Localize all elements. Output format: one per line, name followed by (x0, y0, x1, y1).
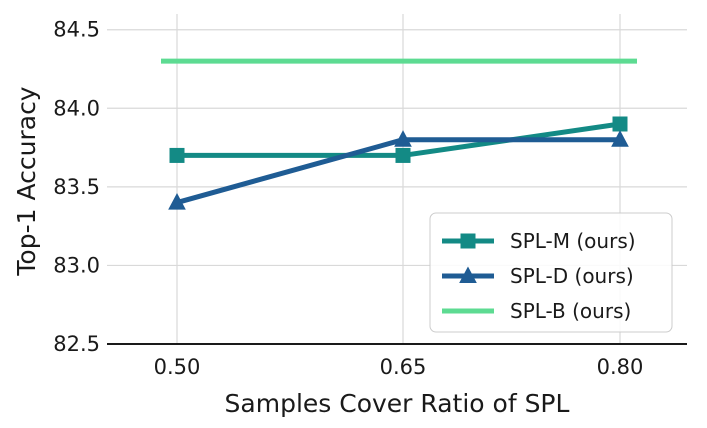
x-tick-label: 0.80 (597, 355, 644, 379)
series-lines (161, 58, 637, 210)
legend-item-spl-b: SPL-B (ours) (442, 299, 631, 323)
grid (107, 14, 687, 344)
x-tick-label: 0.65 (380, 355, 427, 379)
y-tick-label: 84.0 (53, 96, 100, 120)
data-point-spl-m (395, 147, 411, 163)
legend-item-spl-d: SPL-D (ours) (442, 264, 634, 288)
data-point-spl-d (394, 130, 412, 147)
x-tick-label: 0.50 (154, 355, 201, 379)
legend-item-spl-m: SPL-M (ours) (442, 229, 636, 253)
data-point-spl-m (169, 147, 185, 163)
legend-label: SPL-D (ours) (510, 264, 634, 288)
legend-label: SPL-B (ours) (510, 299, 631, 323)
legend: SPL-M (ours) SPL-D (ours) SPL-B (ours) (429, 212, 673, 333)
y-tick-label: 84.5 (53, 18, 100, 42)
y-axis-label: Top-1 Accuracy (12, 86, 41, 276)
data-point-spl-d (611, 130, 629, 147)
legend-marker (459, 266, 477, 283)
x-axis-label: Samples Cover Ratio of SPL (225, 389, 570, 418)
x-tick-labels: 0.50 0.65 0.80 (154, 355, 644, 379)
data-point-spl-d (168, 193, 186, 210)
legend-marker (460, 233, 476, 249)
series-spl-m (169, 116, 628, 163)
y-tick-labels: 82.5 83.0 83.5 84.0 84.5 (53, 18, 100, 356)
y-tick-label: 83.0 (53, 253, 100, 277)
data-point-spl-m (612, 116, 628, 132)
y-tick-label: 83.5 (53, 175, 100, 199)
y-tick-label: 82.5 (53, 332, 100, 356)
legend-label: SPL-M (ours) (510, 229, 636, 253)
series-spl-d (168, 130, 629, 210)
